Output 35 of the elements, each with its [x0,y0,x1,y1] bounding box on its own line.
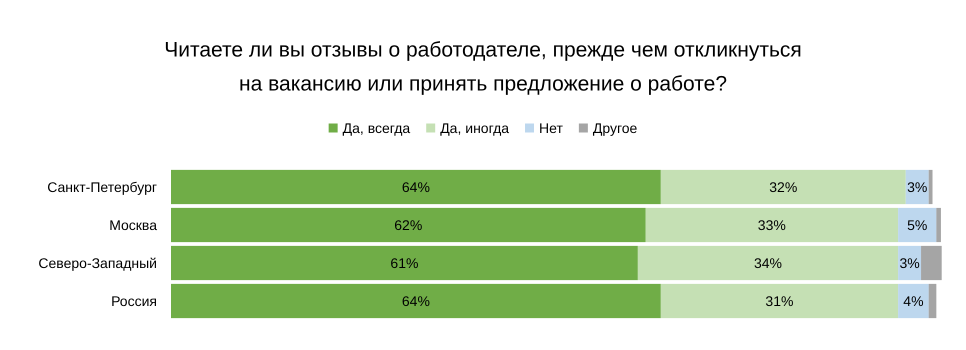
data-label: 32% [769,179,798,195]
data-label: 33% [758,217,786,233]
legend-label: Другое [592,120,638,136]
data-label: 4% [903,293,924,309]
bar [660,170,906,204]
data-label: 5% [907,217,928,233]
data-label: 3% [907,179,928,195]
bar [638,246,898,280]
bar [171,284,661,318]
bar [646,208,898,242]
bar [171,170,661,204]
bar [921,246,942,280]
data-label: 61% [390,255,418,271]
legend-label: Да, всегда [342,120,410,136]
data-label: 64% [402,179,430,195]
bar [928,170,933,204]
data-label: 64% [402,293,430,309]
bar [928,284,936,318]
bar [936,208,941,242]
y-tick-label: Северо-Западный [38,255,157,271]
data-label: 3% [899,255,920,271]
bar [898,208,936,242]
y-tick-label: Санкт-Петербург [47,179,157,195]
legend-label: Нет [539,120,564,136]
bar [660,284,898,318]
bar [898,284,929,318]
bar [171,208,646,242]
data-label: 62% [394,217,422,233]
y-tick-label: Россия [111,293,157,309]
chart-title: Читаете ли вы отзывы о работодателе, прежде чем откликнуться на вакансию или принять предложение о работе? [164,38,802,96]
y-tick-label: Москва [109,217,158,233]
data-label: 31% [765,293,794,309]
bar [171,246,638,280]
data-label: 34% [754,255,782,271]
legend-label: Да, иногда [440,120,510,136]
